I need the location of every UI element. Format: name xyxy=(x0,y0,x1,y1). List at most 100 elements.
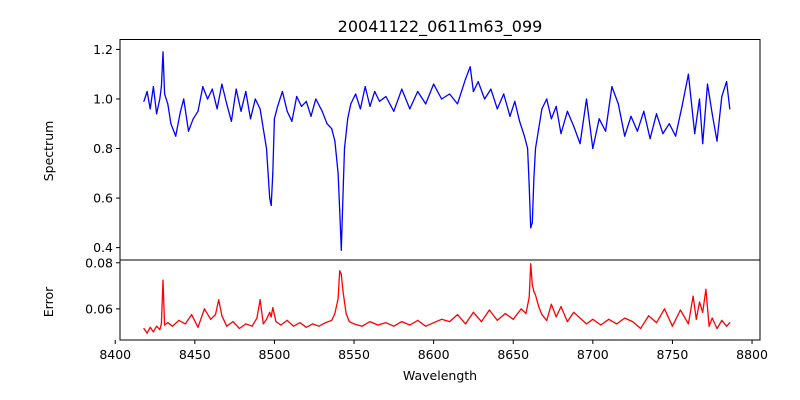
spectrum-data-point xyxy=(310,115,312,117)
error-data-point xyxy=(164,324,166,326)
spectrum-data-point xyxy=(528,185,530,187)
error-data-point xyxy=(292,325,295,327)
spectrum-data-point xyxy=(662,133,664,135)
spectrum-data-point xyxy=(337,172,339,174)
error-data-point xyxy=(345,312,347,315)
spectrum-data-point xyxy=(425,103,427,105)
spectrum-data-point xyxy=(355,93,357,95)
error-data-point xyxy=(340,273,342,275)
spectrum-data-point xyxy=(675,135,677,137)
error-data-point xyxy=(269,311,271,313)
spectrum-data-point xyxy=(321,110,323,112)
spectrum-data-point xyxy=(347,118,349,120)
error-data-point xyxy=(560,306,562,308)
spectrum-data-point xyxy=(456,103,459,105)
spectrum-data-point xyxy=(649,138,651,140)
error-data-point xyxy=(353,323,355,325)
spectrum-data-point xyxy=(503,93,505,95)
spectrum-data-point xyxy=(472,90,474,93)
error-data-point xyxy=(262,323,264,325)
spectrum-data-point xyxy=(579,143,581,145)
error-data-point xyxy=(711,317,713,319)
wavelength-tick-label: 8600 xyxy=(418,347,450,362)
error-data-point xyxy=(167,322,169,324)
spectrum-data-point xyxy=(170,123,172,125)
spectrum-data-point xyxy=(164,93,166,95)
error-data-point xyxy=(348,321,350,323)
spectrum-data-point xyxy=(636,130,639,132)
error-data-point xyxy=(705,288,707,290)
error-axis-label: Error xyxy=(41,286,56,317)
spectrum-data-point xyxy=(490,88,492,90)
error-data-point xyxy=(538,306,540,308)
spectrum-data-point xyxy=(711,113,713,115)
error-panel: 0.06 0.08 Error xyxy=(41,255,761,341)
spectrum-data-point xyxy=(340,249,342,251)
spectrum-data-point xyxy=(523,135,526,137)
spectrum-data-point xyxy=(269,197,271,199)
error-data-point xyxy=(318,325,320,327)
error-data-point xyxy=(632,321,634,323)
error-data-point xyxy=(214,314,217,316)
spectrum-data-point xyxy=(566,110,569,112)
error-data-point xyxy=(162,279,164,281)
spectrum-data-point xyxy=(240,110,242,112)
spectrum-data-point xyxy=(598,118,600,120)
spectrum-data-point xyxy=(729,108,731,110)
spectrum-data-point xyxy=(156,113,158,115)
error-data-point xyxy=(149,326,151,328)
error-data-point xyxy=(555,316,557,318)
spectrum-data-point xyxy=(334,140,336,142)
spectrum-data-point xyxy=(249,118,252,120)
error-data-point xyxy=(259,299,261,301)
spectrum-axis-label: Spectrum xyxy=(41,121,56,182)
wavelength-tick-label: 8700 xyxy=(577,347,609,362)
error-data-point xyxy=(433,322,435,324)
error-data-point xyxy=(692,295,694,297)
error-data-point xyxy=(525,312,527,315)
spectrum-data-point xyxy=(149,108,151,110)
spectrum-data-point xyxy=(286,110,288,112)
spectrum-data-point xyxy=(605,130,607,132)
error-data-point xyxy=(721,319,723,321)
error-data-point xyxy=(464,323,467,325)
spectrum-ytick-label: 1.2 xyxy=(93,42,113,57)
spectrum-data-point xyxy=(555,105,557,107)
error-data-point xyxy=(369,321,371,323)
spectrum-data-point xyxy=(698,98,701,100)
error-series-line xyxy=(143,263,731,334)
spectrum-data-point xyxy=(484,98,486,100)
error-data-point xyxy=(280,324,282,326)
spectrum-data-point xyxy=(267,172,269,174)
error-data-point xyxy=(203,308,205,310)
error-data-point xyxy=(377,324,379,326)
spectrum-data-point xyxy=(211,88,213,90)
spectrum-data-point xyxy=(197,110,199,112)
error-data-point xyxy=(472,311,474,313)
spectrum-data-point xyxy=(146,90,148,93)
spectrum-data-point xyxy=(702,143,704,145)
spectrum-data-point xyxy=(179,110,182,112)
error-data-point xyxy=(331,319,333,321)
error-data-point xyxy=(342,289,344,291)
spectrum-data-point xyxy=(417,90,419,93)
error-data-point xyxy=(546,319,548,321)
error-data-point xyxy=(221,315,223,317)
spectrum-data-point xyxy=(573,125,575,127)
error-data-point xyxy=(726,325,728,327)
spectrum-series-line xyxy=(143,51,731,251)
spectrum-data-point xyxy=(359,108,361,110)
spectrum-data-point xyxy=(611,86,613,88)
wavelength-axis: 8400 8450 8500 8550 8600 8650 8700 8750 8800 xyxy=(99,340,768,362)
spectrum-data-point xyxy=(496,108,498,110)
spectrum-data-point xyxy=(202,86,204,88)
error-data-point xyxy=(496,319,498,321)
spectrum-data-point xyxy=(254,98,256,100)
spectrum-data-point xyxy=(624,135,626,137)
spectrum-data-point xyxy=(668,123,670,125)
error-data-point xyxy=(270,316,272,318)
error-data-point xyxy=(533,291,535,293)
spectrum-data-point xyxy=(273,118,275,120)
error-data-point xyxy=(265,318,268,320)
